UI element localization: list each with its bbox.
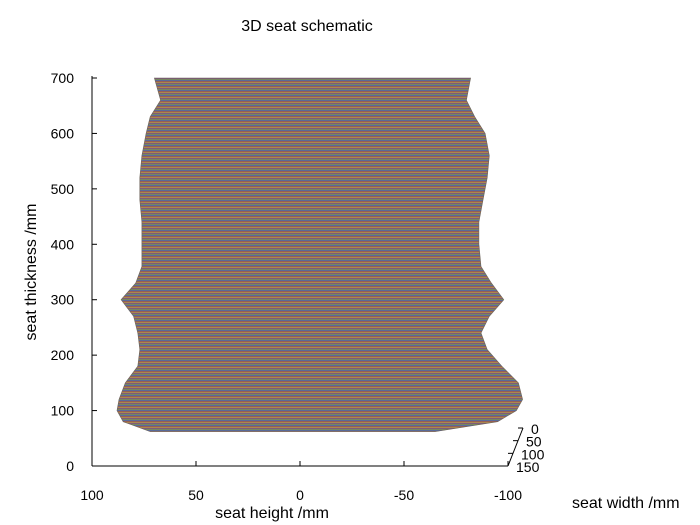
z-tick-label: 600 — [51, 125, 75, 141]
y-tick-label: 100 — [521, 446, 545, 462]
y-axis-line — [507, 427, 524, 467]
y-axis-label: seat width /mm — [572, 495, 680, 512]
z-axis-label: seat thickness /mm — [23, 204, 40, 341]
seat-surface — [116, 77, 523, 432]
z-tick-label: 0 — [66, 458, 74, 474]
x-tick-label: -50 — [394, 487, 414, 503]
z-tick-label: 300 — [51, 292, 75, 308]
chart-title: 3D seat schematic — [241, 18, 373, 35]
y-tick-label: 150 — [516, 459, 540, 475]
z-tick-label: 100 — [51, 403, 75, 419]
z-tick-label: 700 — [51, 70, 75, 86]
x-tick-label: 100 — [80, 487, 104, 503]
y-tick-label: 50 — [526, 434, 542, 450]
z-tick-label: 400 — [51, 236, 75, 252]
z-tick-label: 500 — [51, 181, 75, 197]
x-tick-label: 50 — [188, 487, 204, 503]
x-tick-label: -100 — [494, 487, 522, 503]
y-tick-label: 0 — [531, 421, 539, 437]
x-axis-label: seat height /mm — [215, 505, 329, 522]
z-tick-label: 200 — [51, 347, 75, 363]
x-tick-label: 0 — [296, 487, 304, 503]
